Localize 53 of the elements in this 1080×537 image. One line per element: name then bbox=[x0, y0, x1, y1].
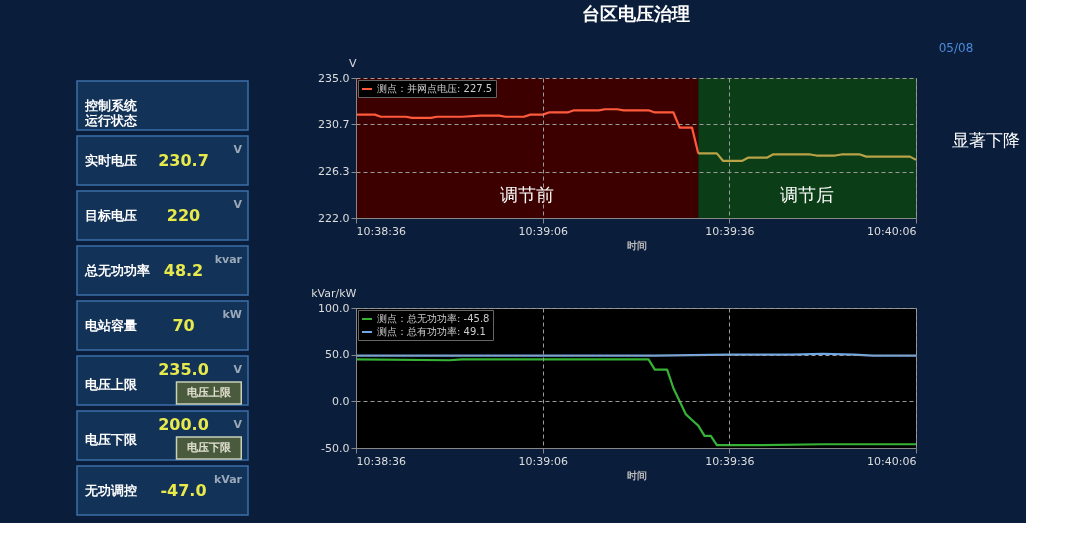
legend-label: 测点：总有功功率: 49.1 bbox=[377, 326, 486, 337]
text: V bbox=[233, 198, 243, 211]
x-tick-label: 10:39:36 bbox=[705, 224, 755, 238]
y-tick-label: 222.0 bbox=[318, 211, 350, 225]
chart-title: 台区电压治理 bbox=[582, 3, 690, 24]
x-tick-label: 10:39:06 bbox=[518, 224, 569, 238]
y-tick-label: 230.7 bbox=[318, 117, 350, 131]
text: V bbox=[233, 143, 243, 156]
y-tick-label: 50.0 bbox=[325, 348, 350, 362]
text: kVar bbox=[213, 473, 243, 486]
legend-label: 测点：并网点电压: 227.5 bbox=[377, 83, 493, 94]
x-tick-label: 10:38:36 bbox=[356, 224, 406, 238]
text: kW bbox=[222, 308, 242, 321]
text: 05/08 bbox=[938, 41, 974, 55]
x-axis-title: 时间 bbox=[626, 239, 647, 251]
category-label: 总无功功率 bbox=[84, 262, 150, 278]
text: 70 bbox=[172, 315, 195, 335]
x-tick-label: 10:39:06 bbox=[518, 454, 569, 468]
category-label: 目标电压 bbox=[85, 207, 137, 223]
x-axis-title: 时间 bbox=[626, 469, 647, 481]
text: 电压下限 bbox=[85, 431, 138, 447]
y-tick-label: 0.0 bbox=[332, 394, 350, 408]
text: V bbox=[233, 418, 243, 431]
y-tick-label: 235.0 bbox=[318, 71, 350, 85]
line-series bbox=[354, 108, 700, 155]
x-tick-label: 10:38:36 bbox=[356, 454, 406, 468]
y-axis-title: V bbox=[348, 56, 357, 70]
y-axis-title: kVar/kW bbox=[311, 286, 357, 300]
line-series bbox=[697, 152, 918, 163]
x-tick-label: 10:39:36 bbox=[705, 454, 755, 468]
x-tick-label: 10:40:06 bbox=[867, 224, 917, 238]
text: 230.7 bbox=[158, 150, 209, 170]
text: 200.0 bbox=[158, 415, 209, 434]
category-label: 电站容量 bbox=[85, 317, 137, 333]
text: 48.2 bbox=[163, 260, 204, 280]
text: -47.0 bbox=[160, 480, 207, 500]
text: 220 bbox=[166, 205, 201, 225]
category-label: 实时电压 bbox=[85, 152, 137, 168]
text: kvar bbox=[214, 253, 243, 266]
text: 电压上限 bbox=[85, 376, 138, 392]
y-tick-label: 226.3 bbox=[318, 165, 350, 179]
category-label: 无功调控 bbox=[84, 482, 137, 498]
legend-label: 测点：总无功功率: -45.8 bbox=[377, 313, 490, 324]
text: V bbox=[233, 363, 243, 376]
y-tick-label: 100.0 bbox=[318, 301, 350, 315]
category-label: 电压下限 bbox=[186, 441, 232, 454]
y-tick-label: -50.0 bbox=[321, 441, 350, 455]
x-tick-label: 10:40:06 bbox=[867, 454, 917, 468]
band-label: 调节后 bbox=[780, 183, 835, 205]
category-label: 控制系统运行状态 bbox=[84, 97, 138, 128]
category-label: 电压上限 bbox=[186, 386, 232, 399]
text: 235.0 bbox=[158, 360, 209, 379]
text: 显著下降 bbox=[952, 130, 1020, 150]
